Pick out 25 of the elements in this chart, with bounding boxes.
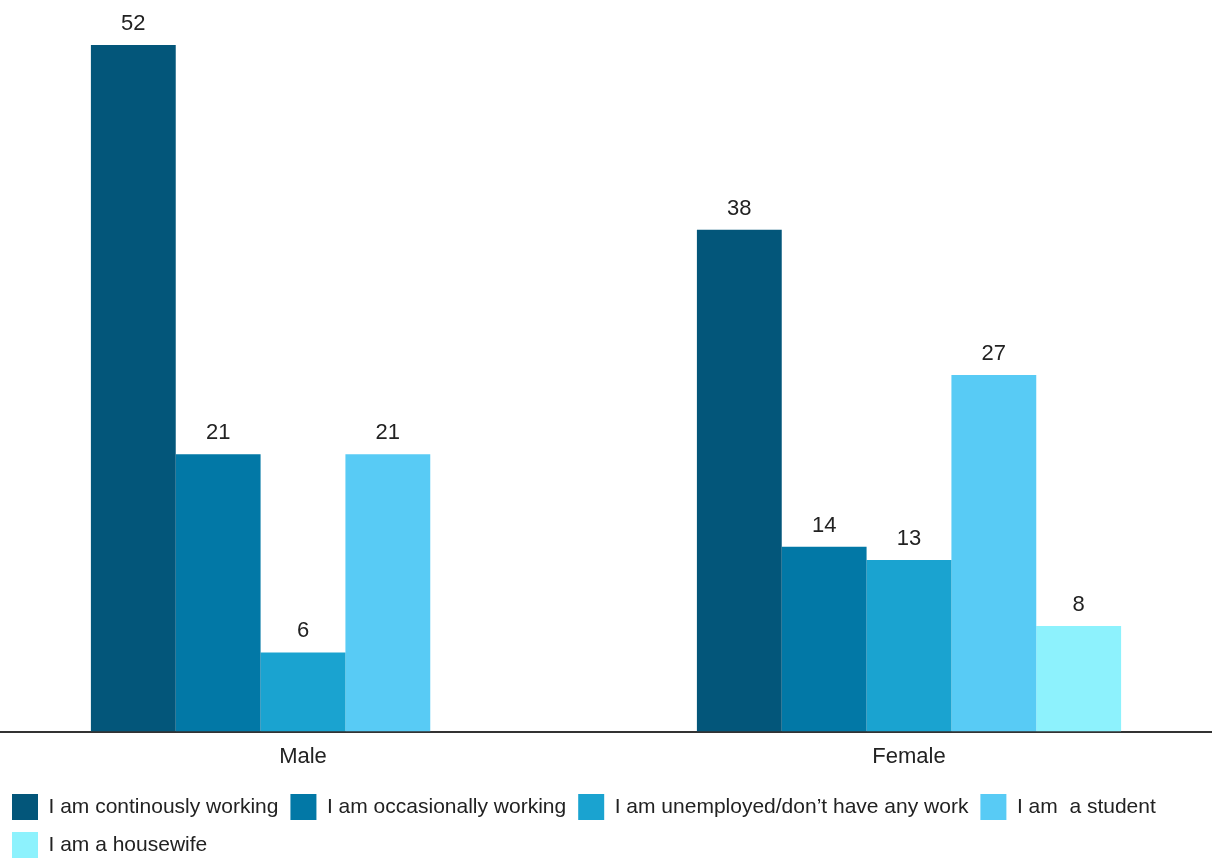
data-label: 13	[896, 525, 922, 551]
legend-label: I am occasionally working	[326, 793, 567, 817]
bar	[951, 375, 1037, 732]
x-tick-label: Female	[872, 742, 946, 768]
x-tick-label: Male	[279, 742, 327, 768]
legend-label: I am a housewife	[48, 831, 208, 855]
data-label: 6	[296, 617, 310, 643]
data-label: 21	[205, 419, 231, 445]
bar	[696, 229, 782, 732]
bar	[781, 546, 867, 732]
bar	[90, 45, 176, 732]
legend-label: I am continously working	[48, 793, 279, 817]
bar	[1036, 625, 1122, 732]
bar	[866, 559, 952, 732]
bar	[175, 454, 261, 732]
legend-label: I am a student	[1016, 793, 1156, 817]
bar	[345, 454, 431, 732]
data-label: 38	[727, 194, 752, 220]
data-label: 52	[121, 10, 146, 36]
bar	[260, 652, 346, 732]
data-label: 21	[375, 419, 401, 445]
legend-label: I am unemployed/don’t have any work	[614, 793, 969, 817]
data-label: 27	[981, 340, 1007, 366]
data-label: 14	[811, 511, 837, 537]
data-label: 8	[1072, 591, 1085, 617]
